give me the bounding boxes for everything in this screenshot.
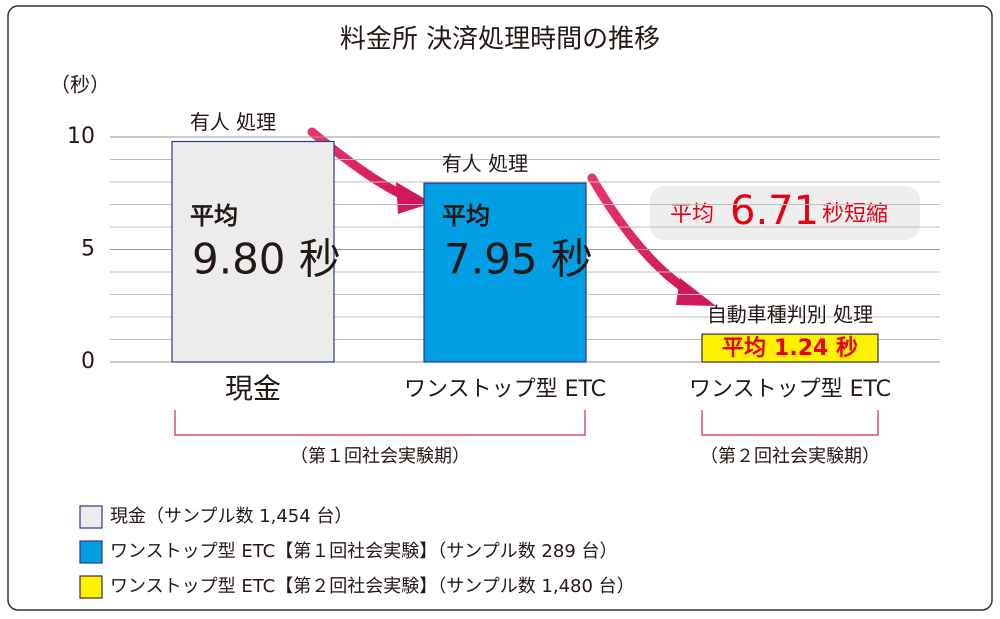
- brackets: [174, 410, 879, 436]
- arrow-head: [396, 182, 432, 214]
- legend-label: ワンストップ型 ETC【第２回社会実験】（サンプル数 1,480 台）: [110, 576, 635, 597]
- bracket: [174, 410, 586, 436]
- callout-suffix: 秒短縮: [822, 202, 888, 227]
- average-label: 平均: [190, 202, 238, 230]
- bar: [423, 182, 587, 363]
- legend-swatch: [79, 505, 103, 529]
- bar: [171, 140, 335, 363]
- y-axis-label: （秒）: [50, 73, 110, 97]
- bar-annotation: 有人 処理: [442, 152, 528, 176]
- group-label: （第１回社会実験期）: [290, 446, 470, 467]
- arrow: [587, 173, 695, 297]
- bar: [701, 333, 879, 363]
- group-label: （第２回社会実験期）: [700, 446, 880, 467]
- average-label: 平均: [722, 335, 766, 361]
- legend-label: ワンストップ型 ETC【第１回社会実験】（サンプル数 289 台）: [110, 541, 618, 562]
- y-tick-label: 0: [81, 349, 95, 374]
- legend-swatch: [79, 540, 103, 564]
- value-label: 1.24 秒: [774, 336, 858, 361]
- y-tick-label: 5: [81, 237, 95, 262]
- chart-title: 料金所 決済処理時間の推移: [340, 25, 660, 55]
- legend-swatch: [79, 575, 103, 599]
- bracket: [701, 410, 879, 436]
- legend-label: 現金（サンプル数 1,454 台）: [110, 506, 352, 527]
- y-tick-label: 10: [67, 124, 95, 149]
- value-label: 7.95 秒: [444, 235, 593, 284]
- callout-value: 6.71: [730, 188, 819, 234]
- x-tick-label: ワンストップ型 ETC: [689, 377, 891, 402]
- callout-prefix: 平均: [670, 202, 714, 227]
- bar-annotation: 自動車種判別 処理: [707, 303, 873, 327]
- value-label-group: 平均 1.24 秒: [722, 335, 858, 361]
- average-label: 平均: [442, 202, 490, 230]
- bar-annotation: 有人 処理: [190, 110, 276, 134]
- x-tick-label: ワンストップ型 ETC: [404, 377, 606, 402]
- arrow-head: [676, 278, 716, 306]
- value-label: 9.80 秒: [192, 235, 341, 284]
- x-tick-label: 現金: [225, 372, 281, 405]
